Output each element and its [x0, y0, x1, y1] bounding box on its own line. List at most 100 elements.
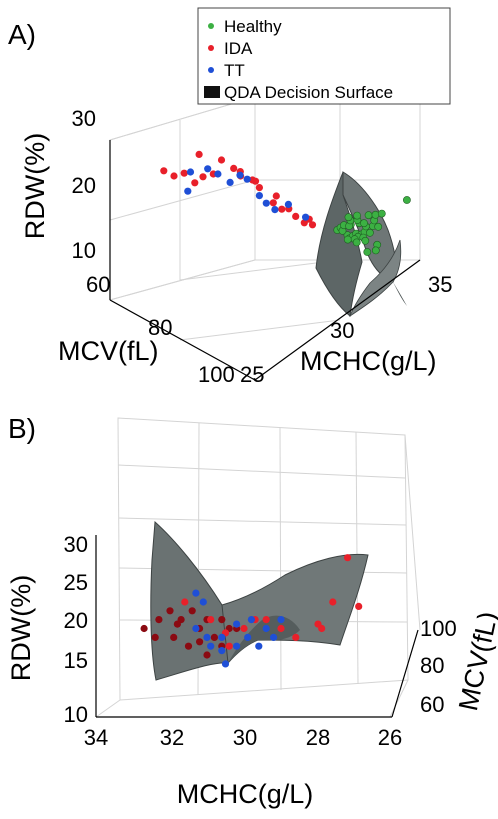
panel-a-data-points: [160, 150, 411, 256]
data-point-ida-back: [173, 620, 181, 628]
data-point-ida: [329, 598, 337, 606]
data-point-tt: [244, 633, 252, 642]
data-point-ida: [181, 598, 189, 606]
data-point-ida: [195, 150, 203, 158]
data-point-tt: [221, 660, 230, 668]
data-point-tt: [255, 642, 263, 650]
panel-b-label: B): [8, 413, 36, 444]
data-point-ida: [240, 624, 248, 633]
data-point-tt: [218, 633, 226, 642]
panel-a-mchc-tick: 30: [330, 318, 354, 343]
data-point-ida: [269, 199, 277, 207]
panel-a-mcv-tick: 100: [198, 362, 235, 387]
panel-b-mchc-tick: 28: [306, 725, 330, 750]
data-point-healthy: [371, 246, 380, 255]
data-point-healthy: [364, 211, 373, 220]
panel-a-mcv-tick: 80: [148, 315, 172, 340]
data-point-ida: [160, 167, 168, 175]
panel-a-mcv-axis-label: MCV(fL): [58, 336, 159, 366]
legend-label-ida: IDA: [224, 39, 253, 58]
panel-b-mchc-tick: 26: [378, 725, 402, 750]
data-point-ida-back: [196, 638, 204, 646]
data-point-ida-back: [218, 616, 226, 624]
legend-label-healthy: Healthy: [224, 17, 282, 36]
panel-a-rdw-axis-label: RDW(%): [20, 133, 50, 239]
panel-b-mcv-axis-label: MCV(fL): [453, 609, 498, 714]
data-point-tt: [233, 642, 241, 650]
data-point-tt: [203, 633, 211, 642]
data-point-ida: [199, 173, 207, 181]
panel-a-rdw-tick: 10: [72, 238, 96, 263]
data-point-ida: [251, 177, 260, 185]
data-point-ida: [344, 554, 352, 562]
panel-a-axes: [109, 140, 421, 381]
data-point-ida: [207, 616, 215, 624]
panel-b-grid: [95, 417, 421, 718]
panel-a-mchc-axis-label: MCHC(g/L): [300, 346, 437, 376]
data-point-tt: [271, 206, 279, 214]
data-point-healthy: [363, 248, 372, 256]
data-point-tt: [218, 647, 226, 655]
panel-b-mchc-tick: 32: [160, 725, 184, 750]
legend-label-tt: TT: [224, 61, 245, 80]
data-point-ida-back: [166, 607, 174, 615]
data-point-ida: [278, 205, 286, 213]
panel-a-rdw-tick: 30: [72, 106, 96, 131]
data-point-tt: [192, 624, 200, 633]
data-point-healthy: [361, 236, 370, 245]
panel-a-decision-surface: [315, 171, 407, 318]
data-point-tt: [207, 642, 215, 650]
panel-b-mchc-tick: 30: [233, 725, 257, 750]
data-point-ida: [272, 192, 280, 200]
data-point-ida-back: [151, 633, 159, 642]
panel-a-mcv-tick: 60: [86, 272, 110, 297]
data-point-ida: [170, 172, 178, 180]
legend-marker-healthy: [208, 23, 214, 29]
data-point-healthy: [343, 235, 352, 244]
data-point-ida-back: [184, 642, 193, 650]
data-point-ida-back: [170, 633, 178, 642]
data-point-tt: [204, 165, 212, 173]
data-point-tt: [262, 624, 270, 633]
panel-b-axes: [95, 535, 419, 718]
panel-b-rdw-tick: 10: [64, 702, 88, 727]
legend-label-surface: QDA Decision Surface: [224, 83, 393, 102]
legend-marker-tt: [208, 67, 214, 73]
data-point-tt: [270, 633, 278, 642]
panel-b-rdw-tick: 25: [64, 570, 88, 595]
panel-b-mcv-tick: 60: [420, 692, 444, 717]
panel-b-rdw-tick: 30: [64, 532, 88, 557]
data-point-healthy: [377, 209, 386, 218]
data-point-healthy: [352, 238, 361, 247]
panel-a-label: A): [8, 19, 36, 50]
panel-b-mchc-axis-label: MCHC(g/L): [177, 779, 314, 809]
data-point-tt: [284, 200, 292, 208]
panel-a-chart: A): [8, 7, 452, 387]
panel-b-mcv-tick: 80: [420, 653, 444, 678]
data-point-tt: [184, 187, 192, 195]
data-point-ida-back: [140, 624, 148, 633]
data-point-ida: [255, 184, 263, 192]
panel-a-mchc-tick: 35: [428, 272, 452, 297]
data-point-tt: [302, 213, 310, 221]
legend-marker-ida: [208, 45, 214, 51]
panel-b-rdw-tick: 15: [64, 648, 88, 673]
panel-b-mcv-tick: 100: [420, 616, 457, 641]
data-point-ida: [308, 221, 317, 229]
data-point-ida: [355, 602, 363, 611]
panel-b-mchc-tick: 34: [84, 725, 108, 750]
data-point-healthy: [371, 210, 380, 219]
data-point-ida: [318, 624, 326, 633]
panel-b-data-points: [140, 554, 363, 668]
data-point-ida: [277, 624, 285, 633]
data-point-ida: [262, 616, 270, 624]
data-point-ida: [217, 156, 226, 164]
data-point-ida: [225, 642, 233, 650]
data-point-tt: [226, 178, 234, 186]
data-point-ida-back: [188, 607, 196, 615]
data-point-ida: [180, 169, 188, 177]
data-point-healthy: [402, 196, 411, 204]
data-point-tt: [192, 589, 200, 597]
data-point-tt: [277, 616, 285, 624]
